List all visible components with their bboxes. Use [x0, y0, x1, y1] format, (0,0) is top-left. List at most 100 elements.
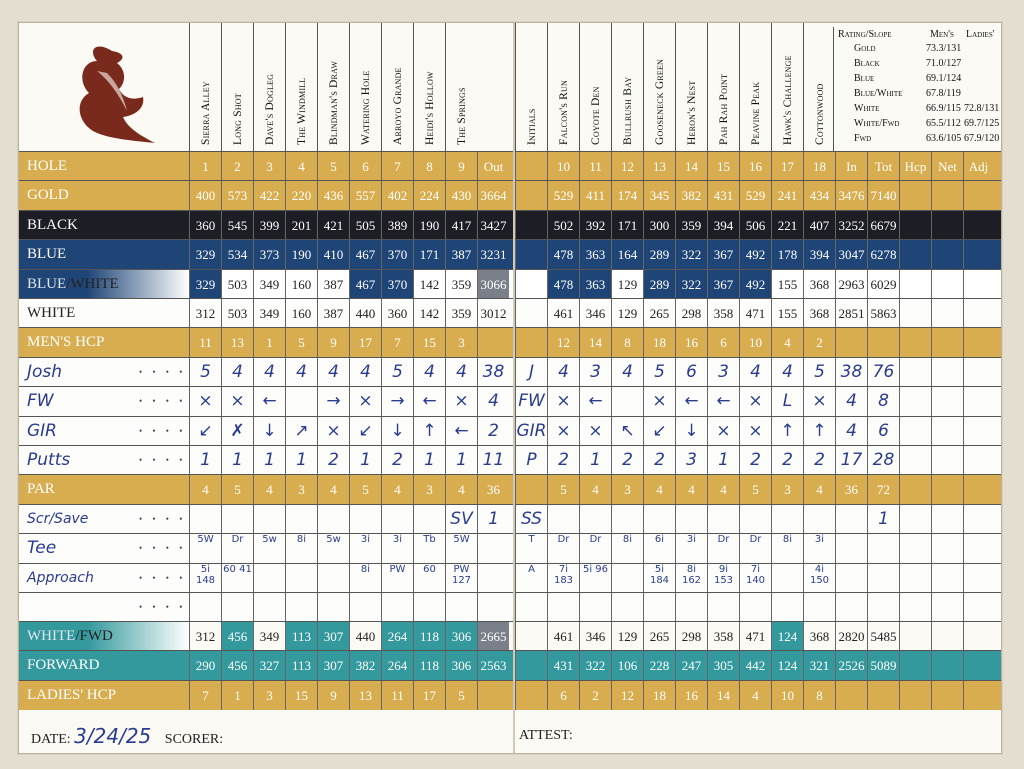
score-cell[interactable]: 3i [349, 534, 381, 564]
score-cell[interactable] [899, 446, 931, 475]
score-cell[interactable]: Net [931, 152, 963, 181]
score-cell[interactable]: 389 [381, 210, 413, 240]
score-cell[interactable] [963, 475, 993, 505]
score-cell[interactable] [963, 240, 993, 270]
score-cell[interactable] [611, 593, 643, 622]
score-cell[interactable]: ✗ [221, 416, 253, 446]
score-cell[interactable]: FW [515, 387, 547, 417]
score-cell[interactable] [515, 152, 547, 181]
score-cell[interactable] [835, 328, 867, 358]
score-cell[interactable]: 6679 [867, 210, 899, 240]
score-cell[interactable]: 129 [611, 622, 643, 651]
score-cell[interactable]: × [739, 387, 771, 417]
score-cell[interactable]: 190 [413, 210, 445, 240]
score-cell[interactable]: 16 [739, 152, 771, 181]
score-cell[interactable]: ↓ [253, 416, 285, 446]
score-cell[interactable]: T [515, 534, 547, 564]
score-cell[interactable] [931, 299, 963, 328]
score-cell[interactable]: 4 [317, 357, 349, 387]
score-cell[interactable]: × [707, 416, 739, 446]
score-cell[interactable]: × [189, 387, 221, 417]
score-cell[interactable] [477, 680, 509, 710]
score-cell[interactable] [835, 680, 867, 710]
score-cell[interactable] [477, 593, 509, 622]
score-cell[interactable]: 5 [221, 475, 253, 505]
score-cell[interactable]: 3012 [477, 299, 509, 328]
score-cell[interactable]: 360 [189, 210, 221, 240]
score-cell[interactable]: 4 [739, 357, 771, 387]
score-cell[interactable]: GIR [515, 416, 547, 446]
score-cell[interactable] [899, 357, 931, 387]
score-cell[interactable]: 430 [445, 181, 477, 211]
score-cell[interactable]: × [579, 416, 611, 446]
score-cell[interactable]: 422 [253, 181, 285, 211]
score-cell[interactable]: 394 [803, 240, 835, 270]
score-cell[interactable] [317, 593, 349, 622]
score-cell[interactable]: 3 [771, 475, 803, 505]
score-cell[interactable]: 4 [547, 357, 579, 387]
score-cell[interactable] [515, 593, 547, 622]
score-cell[interactable]: 2851 [835, 299, 867, 328]
score-cell[interactable] [643, 593, 675, 622]
score-cell[interactable]: 17 [835, 446, 867, 475]
score-cell[interactable]: 221 [771, 210, 803, 240]
score-cell[interactable]: 17 [413, 680, 445, 710]
score-cell[interactable] [963, 504, 993, 534]
score-cell[interactable]: 9 [445, 152, 477, 181]
score-cell[interactable] [963, 534, 993, 564]
score-cell[interactable] [221, 504, 253, 534]
score-cell[interactable] [899, 387, 931, 417]
score-cell[interactable] [317, 504, 349, 534]
score-cell[interactable]: 17 [349, 328, 381, 358]
score-cell[interactable] [835, 504, 867, 534]
score-cell[interactable] [899, 240, 931, 270]
score-cell[interactable]: 8i [771, 534, 803, 564]
score-cell[interactable] [317, 563, 349, 593]
score-cell[interactable]: 387 [317, 299, 349, 328]
score-cell[interactable]: 3 [611, 475, 643, 505]
score-cell[interactable]: 2 [643, 446, 675, 475]
score-cell[interactable]: 307 [317, 651, 349, 681]
score-cell[interactable]: 220 [285, 181, 317, 211]
score-cell[interactable]: 228 [643, 651, 675, 681]
score-cell[interactable]: 322 [675, 240, 707, 270]
score-cell[interactable]: 289 [643, 240, 675, 270]
score-cell[interactable]: 265 [643, 622, 675, 651]
score-cell[interactable]: 14 [579, 328, 611, 358]
score-cell[interactable]: 171 [413, 240, 445, 270]
score-cell[interactable]: 431 [547, 651, 579, 681]
score-cell[interactable]: 3 [285, 475, 317, 505]
score-cell[interactable] [189, 593, 221, 622]
score-cell[interactable]: 329 [189, 269, 221, 299]
score-cell[interactable]: 3 [579, 357, 611, 387]
score-cell[interactable]: 557 [349, 181, 381, 211]
score-cell[interactable]: Tb [413, 534, 445, 564]
score-cell[interactable] [963, 416, 993, 446]
score-cell[interactable]: SS [515, 504, 547, 534]
score-cell[interactable]: 1 [253, 446, 285, 475]
score-cell[interactable]: 312 [189, 622, 221, 651]
score-cell[interactable] [867, 680, 899, 710]
score-cell[interactable] [611, 504, 643, 534]
score-cell[interactable]: 400 [189, 181, 221, 211]
score-cell[interactable]: 3 [253, 680, 285, 710]
score-cell[interactable]: 4 [835, 416, 867, 446]
score-cell[interactable]: 5 [445, 680, 477, 710]
score-cell[interactable]: 505 [349, 210, 381, 240]
score-cell[interactable] [285, 504, 317, 534]
score-cell[interactable]: SV [445, 504, 477, 534]
score-cell[interactable]: 4 [835, 387, 867, 417]
score-cell[interactable]: 18 [643, 680, 675, 710]
score-cell[interactable]: ↖ [611, 416, 643, 446]
score-cell[interactable]: 224 [413, 181, 445, 211]
score-cell[interactable]: 3047 [835, 240, 867, 270]
score-cell[interactable] [771, 504, 803, 534]
score-cell[interactable]: 2665 [477, 622, 509, 651]
score-cell[interactable]: 4 [707, 475, 739, 505]
score-cell[interactable] [931, 240, 963, 270]
score-cell[interactable]: 3i [675, 534, 707, 564]
score-cell[interactable]: 321 [803, 651, 835, 681]
score-cell[interactable] [579, 593, 611, 622]
score-cell[interactable]: 4 [413, 357, 445, 387]
score-cell[interactable]: 1 [189, 446, 221, 475]
